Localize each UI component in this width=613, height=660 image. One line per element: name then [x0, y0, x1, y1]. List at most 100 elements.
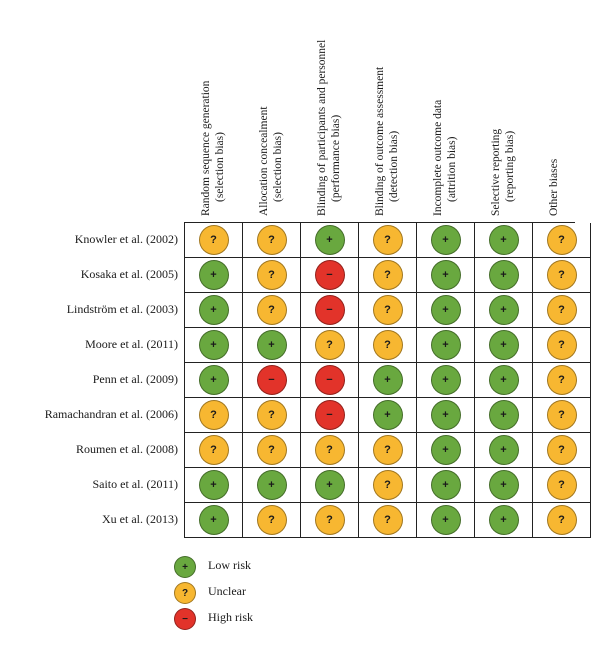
risk-symbol: ? — [384, 514, 391, 526]
grid-cell: ? — [243, 503, 301, 538]
risk-symbol: − — [326, 304, 333, 316]
unclear-risk-icon: ? — [372, 295, 403, 325]
risk-symbol: + — [442, 234, 449, 246]
grid-cell: + — [185, 503, 243, 538]
grid-cell: ? — [243, 223, 301, 258]
grid-cell: + — [417, 433, 475, 468]
study-label: Penn et al. (2009) — [92, 372, 178, 386]
study-label: Ramachandran et al. (2006) — [44, 407, 178, 421]
legend-label: High risk — [208, 610, 253, 624]
risk-symbol: ? — [326, 444, 333, 456]
grid-cell: + — [243, 468, 301, 503]
unclear-risk-icon: ? — [256, 505, 287, 535]
grid-cell: − — [301, 293, 359, 328]
column-header: Blinding of outcome assessment (detection… — [358, 0, 416, 222]
risk-symbol: + — [442, 269, 449, 281]
grid-cell: ? — [533, 398, 591, 433]
grid-cell: ? — [533, 503, 591, 538]
grid-cell: + — [475, 223, 533, 258]
risk-symbol: ? — [558, 479, 565, 491]
unclear-risk-icon: ? — [256, 435, 287, 465]
unclear-risk-icon: ? — [546, 470, 577, 500]
risk-symbol: + — [442, 374, 449, 386]
risk-symbol: ? — [384, 304, 391, 316]
unclear-risk-icon: ? — [546, 435, 577, 465]
low-risk-icon: + — [198, 330, 229, 360]
study-label: Xu et al. (2013) — [102, 512, 178, 526]
column-header: Incomplete outcome data (attrition bias) — [416, 0, 474, 222]
risk-symbol: + — [500, 514, 507, 526]
risk-symbol: − — [268, 374, 275, 386]
low-risk-icon: + — [174, 556, 196, 578]
grid-cell: ? — [533, 433, 591, 468]
unclear-risk-icon: ? — [372, 505, 403, 535]
grid-cell: − — [243, 363, 301, 398]
risk-symbol: + — [500, 444, 507, 456]
grid-cell: + — [475, 503, 533, 538]
grid-cell: + — [417, 503, 475, 538]
risk-symbol: + — [210, 269, 217, 281]
low-risk-icon: + — [488, 295, 519, 325]
low-risk-icon: + — [256, 330, 287, 360]
risk-symbol: ? — [558, 339, 565, 351]
low-risk-icon: + — [430, 295, 461, 325]
grid-cell: + — [301, 468, 359, 503]
unclear-risk-icon: ? — [546, 505, 577, 535]
risk-symbol: ? — [558, 269, 565, 281]
risk-symbol: − — [326, 269, 333, 281]
risk-symbol: + — [442, 409, 449, 421]
risk-symbol: − — [326, 409, 333, 421]
risk-symbol: ? — [210, 234, 217, 246]
high-risk-icon: − — [314, 365, 345, 395]
legend-label: Unclear — [208, 584, 246, 598]
risk-symbol: − — [182, 613, 188, 625]
grid-cell: ? — [359, 503, 417, 538]
grid-cell: ? — [185, 223, 243, 258]
risk-symbol: ? — [326, 514, 333, 526]
column-header-subtitle: (detection bias) — [388, 130, 400, 202]
legend-label: Low risk — [208, 558, 251, 572]
column-header-subtitle: (selection bias) — [272, 132, 284, 202]
grid-cell: ? — [533, 363, 591, 398]
grid-cell: ? — [185, 398, 243, 433]
grid-cell: ? — [243, 258, 301, 293]
unclear-risk-icon: ? — [372, 435, 403, 465]
unclear-risk-icon: ? — [372, 225, 403, 255]
low-risk-icon: + — [488, 260, 519, 290]
column-header: Allocation concealment (selection bias) — [242, 0, 300, 222]
grid-cell: + — [301, 223, 359, 258]
unclear-risk-icon: ? — [372, 260, 403, 290]
unclear-risk-icon: ? — [546, 295, 577, 325]
low-risk-icon: + — [488, 505, 519, 535]
grid-cell: ? — [243, 433, 301, 468]
low-risk-icon: + — [198, 260, 229, 290]
unclear-risk-icon: ? — [256, 295, 287, 325]
grid-cell: + — [243, 328, 301, 363]
grid-cell: ? — [301, 328, 359, 363]
column-header-subtitle: (performance bias) — [330, 114, 342, 202]
unclear-risk-icon: ? — [198, 435, 229, 465]
grid-cell: ? — [533, 293, 591, 328]
risk-symbol: ? — [268, 409, 275, 421]
risk-symbol: + — [326, 479, 333, 491]
low-risk-icon: + — [198, 505, 229, 535]
grid-cell: + — [475, 468, 533, 503]
column-header-title: Other biases — [548, 158, 560, 216]
grid-cell: ? — [533, 328, 591, 363]
unclear-risk-icon: ? — [314, 330, 345, 360]
grid-cell: − — [301, 363, 359, 398]
risk-symbol: + — [182, 561, 188, 573]
low-risk-icon: + — [198, 365, 229, 395]
grid-cell: + — [359, 363, 417, 398]
grid-cell: ? — [185, 433, 243, 468]
study-label: Lindström et al. (2003) — [66, 302, 178, 316]
risk-symbol: ? — [558, 409, 565, 421]
grid-cell: ? — [243, 398, 301, 433]
risk-symbol: ? — [384, 444, 391, 456]
risk-symbol: ? — [558, 444, 565, 456]
grid-cell: + — [417, 223, 475, 258]
column-header-title: Allocation concealment — [258, 106, 270, 216]
column-header-text: Blinding of participants and personnel (p… — [315, 4, 343, 216]
grid-cell: + — [185, 258, 243, 293]
risk-symbol: + — [500, 269, 507, 281]
